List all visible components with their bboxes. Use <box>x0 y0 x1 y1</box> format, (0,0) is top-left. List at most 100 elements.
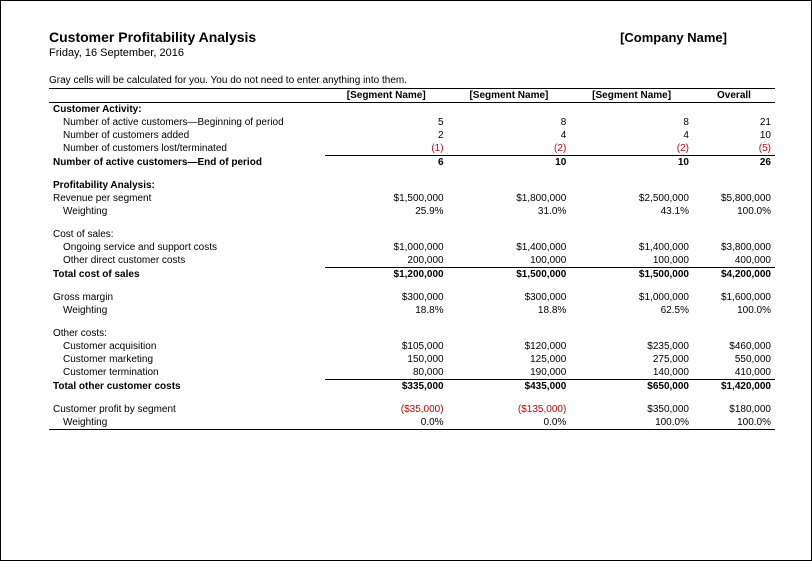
row-label: Total other customer costs <box>49 380 325 394</box>
cell: $1,500,000 <box>570 268 693 282</box>
cell: 400,000 <box>693 254 775 268</box>
spacer <box>49 317 775 327</box>
cell: $1,600,000 <box>693 291 775 304</box>
col-blank <box>49 89 325 103</box>
table-row: Weighting 18.8% 18.8% 62.5% 100.0% <box>49 304 775 317</box>
table-row: Gross margin $300,000 $300,000 $1,000,00… <box>49 291 775 304</box>
section-label: Other costs: <box>49 327 325 340</box>
row-label: Customer profit by segment <box>49 403 325 416</box>
table-row: Customer profit by segment ($35,000) ($1… <box>49 403 775 416</box>
cell: 10 <box>448 156 571 170</box>
cell: 140,000 <box>570 366 693 380</box>
cell: $350,000 <box>570 403 693 416</box>
table-row: Number of customers added 2 4 4 10 <box>49 129 775 142</box>
cell: $1,000,000 <box>325 241 448 254</box>
cell: $1,000,000 <box>570 291 693 304</box>
col-segment-2: [Segment Name] <box>448 89 571 103</box>
cell: 21 <box>693 116 775 129</box>
section-other-costs: Other costs: <box>49 327 775 340</box>
col-segment-3: [Segment Name] <box>570 89 693 103</box>
row-label: Gross margin <box>49 291 325 304</box>
header-row: Customer Profitability Analysis [Company… <box>49 29 775 45</box>
table-row: Weighting 0.0% 0.0% 100.0% 100.0% <box>49 416 775 430</box>
company-name: [Company Name] <box>620 30 727 45</box>
cell: $235,000 <box>570 340 693 353</box>
row-label: Number of active customers—End of period <box>49 156 325 170</box>
cell: (5) <box>693 142 775 156</box>
cell: $1,500,000 <box>325 192 448 205</box>
cell: 4 <box>448 129 571 142</box>
cell: $105,000 <box>325 340 448 353</box>
cell: 10 <box>570 156 693 170</box>
cell: 150,000 <box>325 353 448 366</box>
total-row: Number of active customers—End of period… <box>49 156 775 170</box>
cell: ($135,000) <box>448 403 571 416</box>
report-date: Friday, 16 September, 2016 <box>49 47 775 59</box>
cell: $1,400,000 <box>448 241 571 254</box>
row-label: Weighting <box>49 205 325 218</box>
section-cost-of-sales: Cost of sales: <box>49 228 775 241</box>
table-row: Ongoing service and support costs $1,000… <box>49 241 775 254</box>
row-label: Other direct customer costs <box>49 254 325 268</box>
cell: 100.0% <box>693 304 775 317</box>
cell: 31.0% <box>448 205 571 218</box>
row-label: Revenue per segment <box>49 192 325 205</box>
cell: 2 <box>325 129 448 142</box>
spacer <box>49 393 775 403</box>
row-label: Number of customers added <box>49 129 325 142</box>
cell: 100.0% <box>570 416 693 430</box>
table-row: Number of active customers—Beginning of … <box>49 116 775 129</box>
cell: $1,400,000 <box>570 241 693 254</box>
section-customer-activity: Customer Activity: <box>49 103 775 117</box>
row-label: Customer termination <box>49 366 325 380</box>
table-row: Number of customers lost/terminated (1) … <box>49 142 775 156</box>
row-label: Ongoing service and support costs <box>49 241 325 254</box>
cell: 100,000 <box>448 254 571 268</box>
cell: ($35,000) <box>325 403 448 416</box>
report-page: Customer Profitability Analysis [Company… <box>0 0 812 561</box>
row-label: Total cost of sales <box>49 268 325 282</box>
col-overall: Overall <box>693 89 775 103</box>
cell: 4 <box>570 129 693 142</box>
table-body: Customer Activity: Number of active cust… <box>49 103 775 430</box>
report-title: Customer Profitability Analysis <box>49 29 256 45</box>
cell: (2) <box>570 142 693 156</box>
table-row: Customer termination 80,000 190,000 140,… <box>49 366 775 380</box>
cell: 8 <box>448 116 571 129</box>
cell: 100,000 <box>570 254 693 268</box>
cell: 100.0% <box>693 205 775 218</box>
cell: 26 <box>693 156 775 170</box>
col-segment-1: [Segment Name] <box>325 89 448 103</box>
total-row: Total cost of sales $1,200,000 $1,500,00… <box>49 268 775 282</box>
section-label: Cost of sales: <box>49 228 325 241</box>
cell: 200,000 <box>325 254 448 268</box>
profitability-table: [Segment Name] [Segment Name] [Segment N… <box>49 88 775 430</box>
cell: $435,000 <box>448 380 571 394</box>
cell: $3,800,000 <box>693 241 775 254</box>
cell: 6 <box>325 156 448 170</box>
cell: $1,200,000 <box>325 268 448 282</box>
section-label: Profitability Analysis: <box>49 179 325 192</box>
row-label: Customer acquisition <box>49 340 325 353</box>
section-profitability: Profitability Analysis: <box>49 179 775 192</box>
cell: 8 <box>570 116 693 129</box>
instruction-text: Gray cells will be calculated for you. Y… <box>49 75 775 86</box>
spacer <box>49 281 775 291</box>
section-label: Customer Activity: <box>49 103 325 117</box>
cell: $1,420,000 <box>693 380 775 394</box>
cell: 18.8% <box>448 304 571 317</box>
cell: 80,000 <box>325 366 448 380</box>
cell: 125,000 <box>448 353 571 366</box>
row-label: Number of customers lost/terminated <box>49 142 325 156</box>
table-row: Customer marketing 150,000 125,000 275,0… <box>49 353 775 366</box>
cell: $300,000 <box>448 291 571 304</box>
row-label: Weighting <box>49 416 325 430</box>
cell: $180,000 <box>693 403 775 416</box>
cell: $1,800,000 <box>448 192 571 205</box>
cell: $5,800,000 <box>693 192 775 205</box>
table-row: Customer acquisition $105,000 $120,000 $… <box>49 340 775 353</box>
total-row: Total other customer costs $335,000 $435… <box>49 380 775 394</box>
cell: 100.0% <box>693 416 775 430</box>
cell: $300,000 <box>325 291 448 304</box>
cell: 410,000 <box>693 366 775 380</box>
